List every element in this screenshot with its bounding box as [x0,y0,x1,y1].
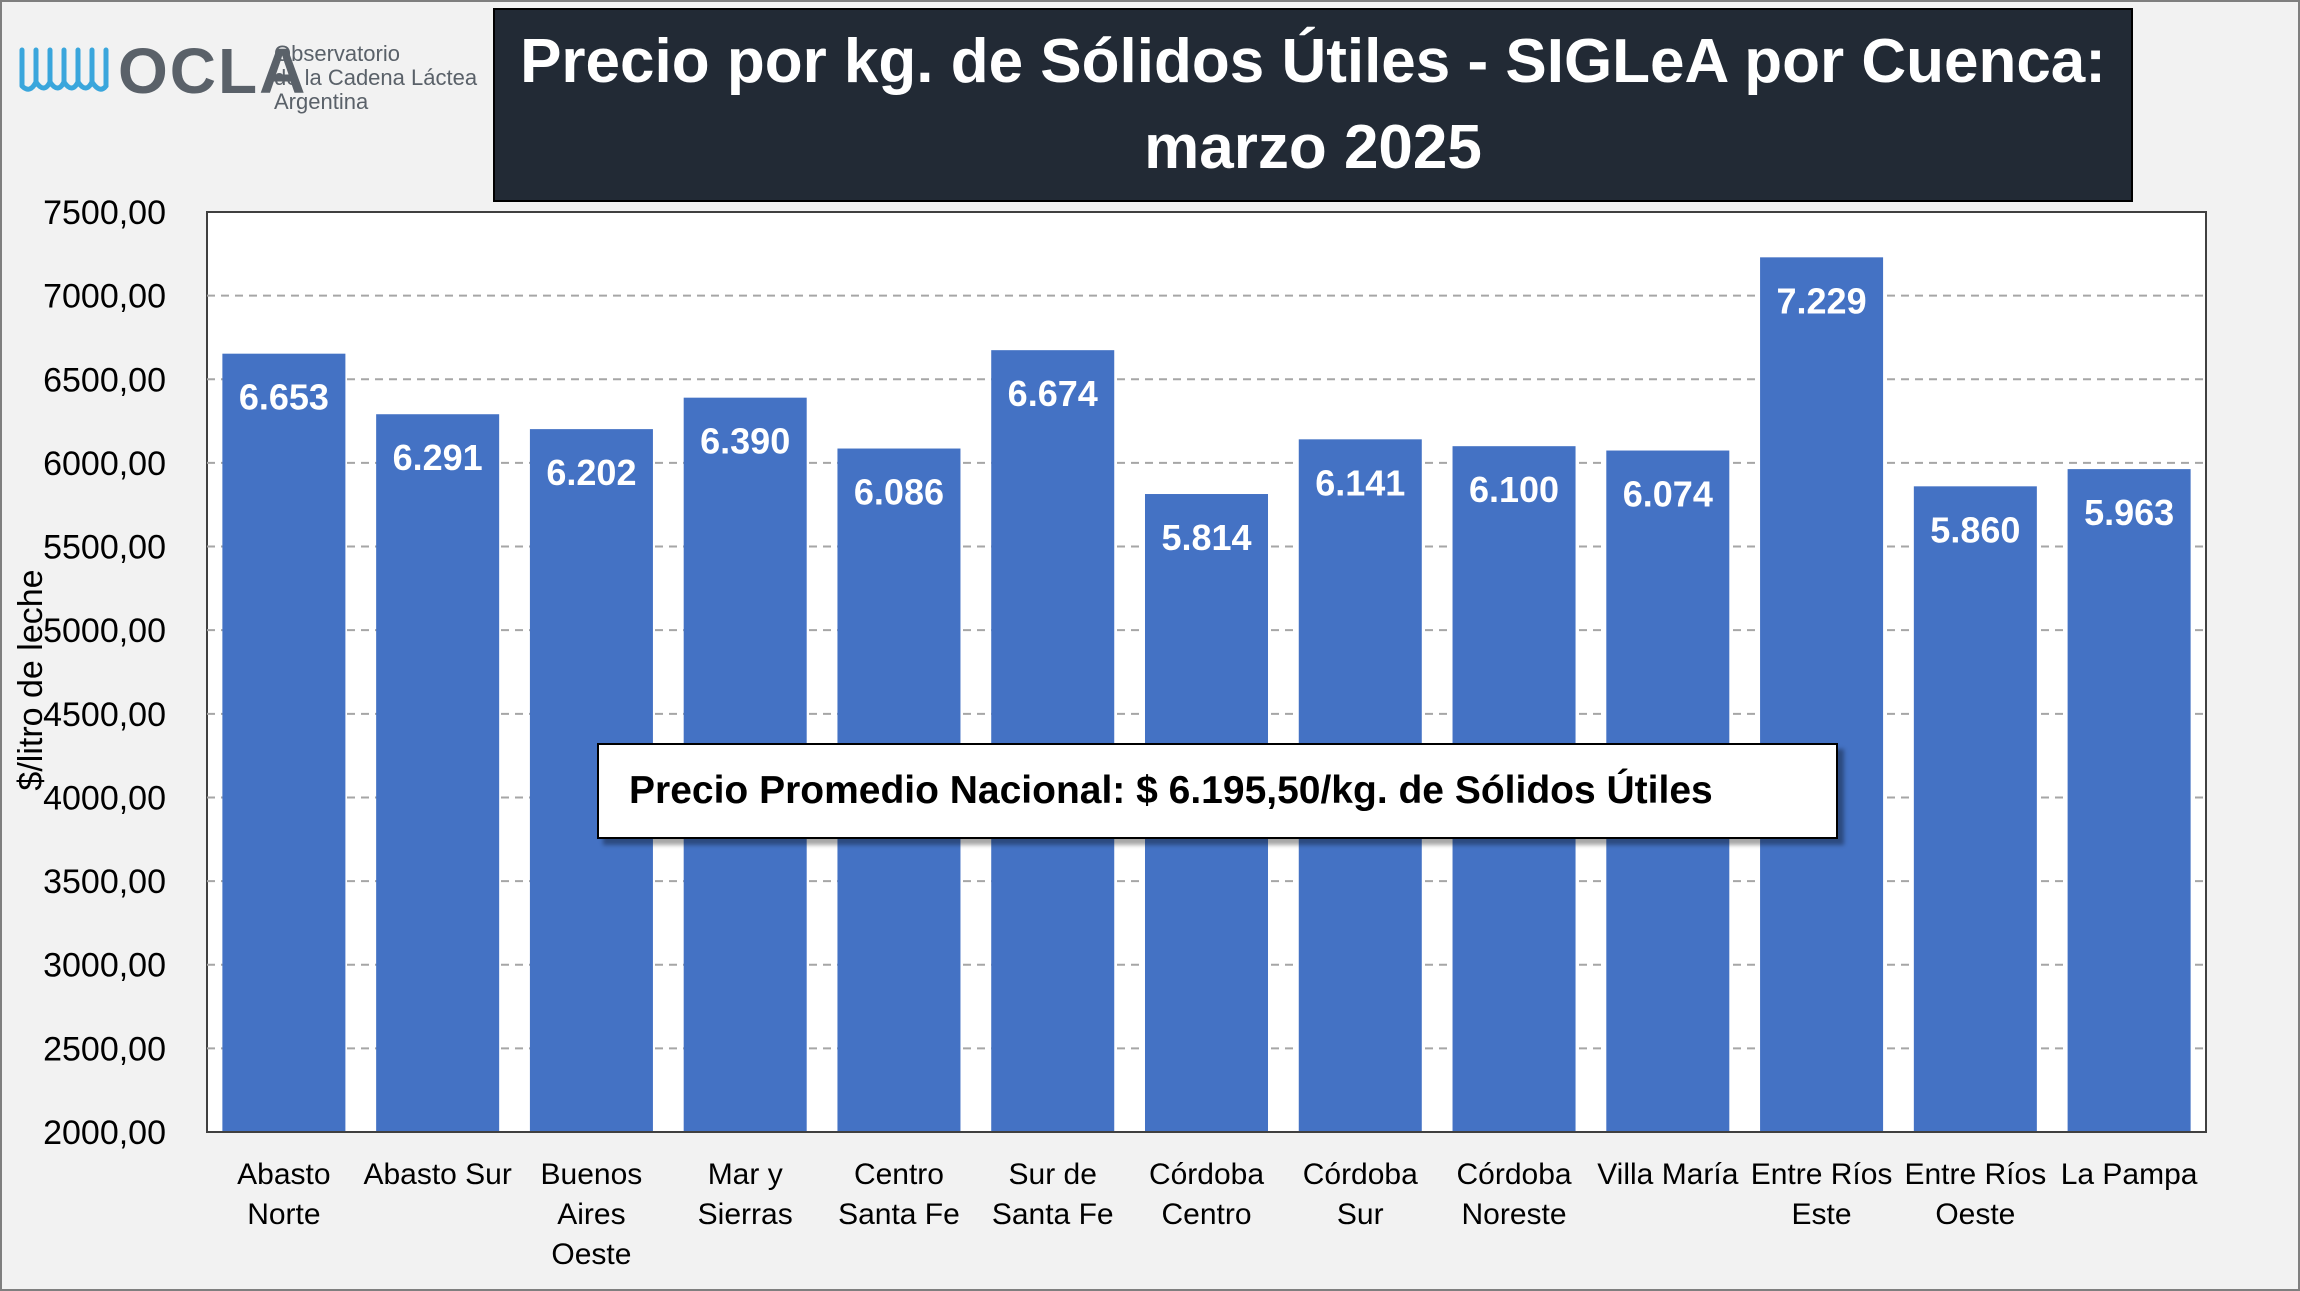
x-tick-line: Villa María [1597,1158,1738,1191]
y-tick-label: 2500,00 [43,1030,166,1068]
value-label: 6.390 [700,421,790,462]
y-tick-label: 6500,00 [43,361,166,399]
value-label: 5.963 [2084,492,2174,533]
value-labels: 6.653 6.291 6.202 6.390 6.086 6.674 5.814 6.141… [239,280,2174,558]
bar [991,350,1115,1133]
y-tick-label: 4500,00 [43,696,166,734]
value-label: 6.141 [1315,462,1405,503]
x-tick-line: Santa Fe [838,1198,960,1231]
x-tick-label: Córdoba Noreste [1456,1158,1571,1231]
bar [1913,486,2037,1132]
y-tick-label: 4000,00 [43,779,166,817]
y-tick-label: 3000,00 [43,947,166,985]
x-tick-label: La Pampa [2061,1158,2198,1191]
x-tick-line: Sur [1337,1198,1384,1231]
chart-title-line-2: marzo 2025 [1144,113,1482,182]
y-tick-label: 7000,00 [43,278,166,316]
x-tick-label: Centro Santa Fe [838,1158,960,1231]
milk-wave-logo-icon [19,47,109,92]
x-tick-line: Córdoba [1456,1158,1571,1191]
x-tick-label: Buenos Aires Oeste [541,1158,643,1271]
x-tick-line: Centro [1161,1198,1251,1231]
y-tick-label: 3500,00 [43,863,166,901]
x-tick-line: Centro [854,1158,944,1191]
x-tick-line: Aires [557,1198,625,1231]
x-tick-line: Abasto Sur [363,1158,511,1191]
value-label: 6.086 [854,472,944,513]
value-label: 7.229 [1777,280,1867,321]
x-tick-line: Abasto [237,1158,330,1191]
x-tick-line: Sur de [1009,1158,1097,1191]
value-label: 6.074 [1623,474,1713,515]
x-tick-line: Noreste [1462,1198,1567,1231]
value-label: 6.202 [546,452,636,493]
chart-title: Precio por kg. de Sólidos Útiles - SIGLe… [513,19,2113,191]
logo-line-2: de la Cadena Láctea [274,65,478,90]
x-tick-line: Este [1792,1198,1852,1231]
x-tick-label: Mar y Sierras [698,1158,793,1231]
x-tick-label: Córdoba Sur [1303,1158,1418,1231]
x-tick-line: Oeste [1935,1198,2015,1231]
value-label: 6.100 [1469,469,1559,510]
value-label: 5.814 [1161,517,1251,558]
x-tick-label: Córdoba Centro [1149,1158,1264,1231]
x-tick-line: Santa Fe [992,1198,1114,1231]
logo-subtitle: Observatorio de la Cadena Láctea Argenti… [274,42,477,114]
value-label: 6.291 [393,437,483,478]
y-tick-label: 2000,00 [43,1114,166,1152]
x-tick-label: Villa María [1597,1158,1738,1191]
y-tick-label: 5500,00 [43,529,166,567]
bar [1760,257,1884,1132]
ocla-logo: OCLA Observatorio de la Cadena Láctea Ar… [18,36,488,136]
x-tick-label: Sur de Santa Fe [992,1158,1114,1231]
average-price-text: Precio Promedio Nacional: $ 6.195,50/kg.… [629,769,1713,812]
y-tick-label: 7500,00 [43,194,166,232]
x-tick-line: Sierras [698,1198,793,1231]
value-label: 6.674 [1008,373,1098,414]
x-tick-line: Mar y [708,1158,783,1191]
x-tick-line: Buenos [541,1158,643,1191]
logo-line-1: Observatorio [274,41,400,66]
bar [2067,469,2191,1133]
value-label: 5.860 [1930,509,2020,550]
x-tick-line: Entre Ríos [1904,1158,2046,1191]
y-axis-label: $/litro de leche [12,569,50,790]
bar [376,414,500,1132]
x-tick-label: Entre Ríos Este [1751,1158,1893,1231]
logo-line-3: Argentina [274,89,369,114]
x-tick-label: Entre Ríos Oeste [1904,1158,2046,1231]
logo-brand: OCLA [118,35,308,107]
x-tick-line: Oeste [551,1238,631,1271]
x-tick-line: La Pampa [2061,1158,2198,1191]
x-tick-label: Abasto Norte [237,1158,330,1231]
average-price-note: Precio Promedio Nacional: $ 6.195,50/kg.… [597,743,1838,839]
x-tick-line: Entre Ríos [1751,1158,1893,1191]
x-tick-line: Córdoba [1303,1158,1418,1191]
x-tick-labels: Abasto Norte Abasto Sur Buenos Aires Oeste Mar… [237,1158,2198,1271]
chart-title-line-1: Precio por kg. de Sólidos Útiles - SIGLe… [520,27,2106,96]
y-tick-labels: 2000,00 2500,00 3000,00 3500,00 4000,00 4500,… [43,194,166,1152]
bar [222,353,346,1132]
y-tick-label: 5000,00 [43,612,166,650]
x-tick-line: Norte [247,1198,320,1231]
x-tick-line: Córdoba [1149,1158,1264,1191]
y-tick-label: 6000,00 [43,445,166,483]
title-banner: Precio por kg. de Sólidos Útiles - SIGLe… [493,8,2133,202]
x-tick-label: Abasto Sur [363,1158,511,1191]
value-label: 6.653 [239,377,329,418]
